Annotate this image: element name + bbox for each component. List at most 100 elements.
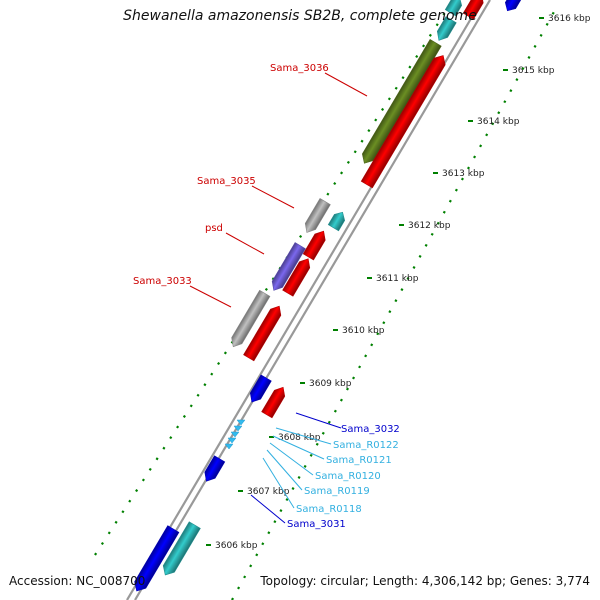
right-tick-mark bbox=[460, 177, 464, 181]
cds-forward-sama-3032 bbox=[261, 386, 286, 419]
topology-text: Topology: circular; Length: 4,306,142 bp… bbox=[260, 574, 590, 588]
left-tick-mark bbox=[128, 499, 132, 503]
right-tick-mark bbox=[515, 78, 519, 82]
gene-label: Sama_3033 bbox=[133, 276, 192, 287]
gene-leader-line bbox=[324, 72, 368, 97]
rna-arrow-1 bbox=[236, 419, 246, 426]
cds-reverse-sama-3031-c bbox=[134, 525, 180, 592]
backbone-line-2 bbox=[134, 0, 491, 600]
left-tick-mark bbox=[381, 107, 385, 111]
right-tick-mark bbox=[352, 376, 356, 380]
gene-label: Sama_R0122 bbox=[333, 440, 399, 451]
right-tick-mark bbox=[473, 155, 477, 159]
cog-feature-sama-3033 bbox=[231, 289, 271, 348]
right-tick-mark bbox=[497, 111, 501, 115]
right-tick-mark bbox=[509, 89, 513, 93]
scale-label: 3611 kbp bbox=[376, 274, 419, 284]
left-tick-mark bbox=[189, 404, 193, 408]
right-tick-mark bbox=[412, 265, 416, 269]
left-tick-mark bbox=[271, 277, 275, 281]
cds-reverse-sama-3031-a bbox=[249, 374, 272, 403]
left-tick-mark bbox=[223, 351, 227, 355]
right-tick-mark bbox=[255, 553, 259, 557]
right-tick-mark bbox=[273, 520, 277, 524]
right-tick-mark bbox=[339, 398, 343, 402]
left-tick-mark bbox=[196, 393, 200, 397]
left-tick-mark bbox=[360, 139, 364, 143]
right-tick-mark bbox=[315, 442, 319, 446]
rna-arrow-5 bbox=[224, 443, 234, 450]
cds-forward-sama-3033 bbox=[243, 305, 282, 362]
scale-label: 3608 kbp bbox=[278, 433, 321, 443]
cog-feature-rna-top bbox=[436, 16, 457, 41]
right-tick-mark bbox=[309, 453, 313, 457]
rna-arrow-2 bbox=[233, 425, 243, 432]
left-tick-mark bbox=[121, 510, 125, 514]
right-tick-mark bbox=[400, 288, 404, 292]
right-tick-mark bbox=[364, 354, 368, 358]
right-tick-mark bbox=[448, 199, 452, 203]
cds-feature-sama-3035-rna bbox=[327, 211, 346, 232]
scale-label: 3607 kbp bbox=[247, 487, 290, 497]
right-tick-mark bbox=[376, 332, 380, 336]
right-tick-mark bbox=[345, 387, 349, 391]
right-tick-mark bbox=[370, 343, 374, 347]
scale-label: 3614 kbp bbox=[477, 117, 520, 127]
right-tick-mark bbox=[297, 475, 301, 479]
right-tick-mark bbox=[436, 221, 440, 225]
right-tick-mark bbox=[503, 100, 507, 104]
right-tick-mark bbox=[418, 254, 422, 258]
left-tick-mark bbox=[374, 118, 378, 122]
cds-forward-sama-3036 bbox=[360, 55, 446, 189]
cds-reverse-sama-3031-b bbox=[204, 455, 226, 482]
gene-leader-line bbox=[262, 457, 295, 509]
right-tick-mark bbox=[291, 487, 295, 491]
right-tick-mark bbox=[303, 464, 307, 468]
scale-label: 3609 kbp bbox=[309, 379, 352, 389]
right-tick-mark bbox=[327, 420, 331, 424]
gene-leader-line bbox=[251, 185, 295, 209]
left-tick-mark bbox=[442, 12, 446, 16]
left-tick-mark bbox=[100, 541, 104, 546]
left-tick-mark bbox=[203, 383, 207, 387]
left-tick-mark bbox=[333, 182, 337, 186]
cds-reverse-top bbox=[504, 0, 523, 12]
gene-label: Sama_3031 bbox=[287, 519, 346, 530]
right-tick-mark bbox=[358, 365, 362, 369]
rna-arrow-4 bbox=[227, 437, 237, 444]
left-tick-mark bbox=[107, 531, 111, 535]
right-tick-mark bbox=[237, 586, 241, 590]
gene-label: Sama_3032 bbox=[341, 424, 400, 435]
left-tick-mark bbox=[264, 287, 268, 291]
right-tick-mark bbox=[321, 431, 325, 435]
gene-label: Sama_R0119 bbox=[304, 486, 370, 497]
right-tick-mark bbox=[382, 321, 386, 325]
map-title: Shewanella amazonensis SB2B, complete ge… bbox=[123, 8, 477, 24]
right-tick-mark bbox=[527, 55, 531, 59]
gene-leader-line bbox=[189, 285, 232, 308]
left-tick-mark bbox=[326, 192, 330, 196]
cds-rna-top bbox=[444, 0, 463, 17]
right-tick-mark bbox=[406, 277, 410, 281]
right-tick-mark bbox=[249, 564, 253, 568]
right-tick-mark bbox=[394, 299, 398, 303]
left-tick-mark bbox=[346, 160, 350, 164]
cds-forward-psd bbox=[282, 258, 311, 297]
scale-label: 3613 kbp bbox=[442, 169, 485, 179]
right-tick-mark bbox=[388, 310, 392, 314]
left-tick-mark bbox=[182, 414, 186, 418]
right-tick-mark bbox=[491, 122, 495, 126]
rna-arrow-3 bbox=[230, 431, 240, 438]
gene-leader-line bbox=[225, 232, 265, 255]
right-tick-mark bbox=[539, 33, 543, 37]
right-tick-mark bbox=[485, 133, 489, 137]
right-tick-mark bbox=[424, 243, 428, 247]
left-tick-mark bbox=[428, 33, 432, 37]
left-tick-mark bbox=[162, 446, 166, 450]
left-tick-mark bbox=[135, 489, 139, 493]
gene-label: Sama_R0118 bbox=[296, 504, 362, 515]
cds-forward-top bbox=[462, 0, 484, 20]
accession-text: Accession: NC_008700 bbox=[9, 574, 146, 588]
